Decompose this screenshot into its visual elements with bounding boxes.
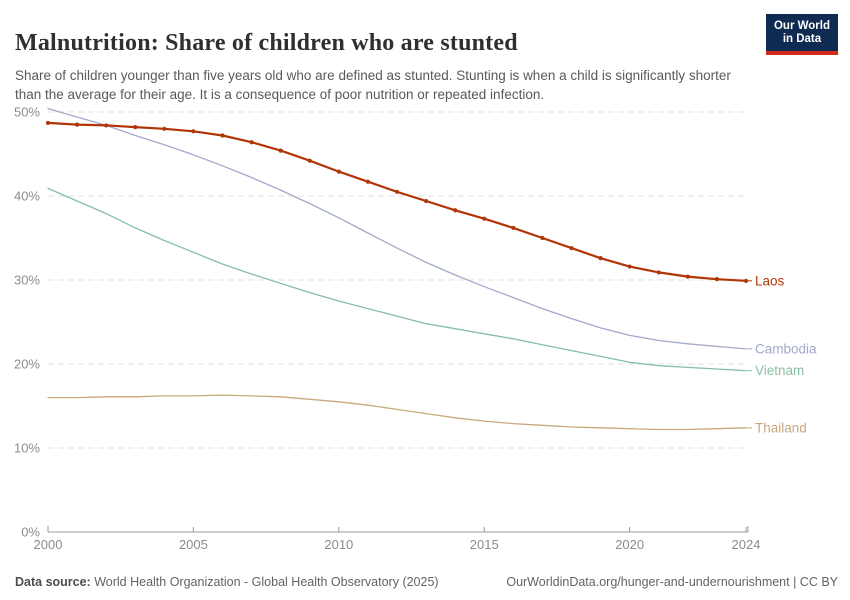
data-point-laos-2023 [714, 277, 720, 282]
x-tick-label-2020: 2020 [615, 537, 644, 552]
data-source-text: World Health Organization - Global Healt… [90, 575, 439, 589]
series-line-cambodia[interactable] [47, 107, 747, 350]
y-tick-label-0: 0% [21, 525, 40, 540]
owid-logo-line2: in Data [782, 33, 822, 45]
data-point-laos-2018 [569, 245, 574, 251]
series-label-thailand[interactable]: Thailand [755, 420, 807, 435]
data-point-laos-2005 [191, 129, 196, 134]
series-label-vietnam[interactable]: Vietnam [755, 363, 804, 378]
y-tick-label-10: 10% [14, 441, 40, 456]
chart-footer: Data source: World Health Organization -… [15, 575, 838, 589]
y-tick-label-50: 50% [14, 105, 40, 120]
data-point-laos-2008 [278, 148, 283, 153]
data-point-laos-2017 [540, 235, 545, 241]
data-point-laos-2013 [423, 198, 429, 204]
owid-logo[interactable]: Our World in Data [765, 14, 838, 55]
series-line-laos[interactable] [46, 121, 748, 282]
data-point-laos-2004 [162, 126, 167, 131]
series-line-thailand[interactable] [47, 394, 747, 431]
data-point-laos-2000 [45, 120, 51, 126]
data-point-laos-2001 [74, 122, 80, 127]
y-tick-label-20: 20% [14, 357, 40, 372]
data-point-laos-2016 [511, 225, 516, 231]
data-point-laos-2009 [307, 158, 312, 163]
data-point-laos-2015 [482, 216, 487, 221]
x-tick-label-2005: 2005 [179, 537, 208, 552]
chart-svg: 0% 10% 20% 30% 40% 50% 2000 2005 2010 2015 2020 202… [14, 105, 817, 553]
series-label-cambodia[interactable]: Cambodia [755, 341, 817, 356]
data-point-laos-2020 [627, 264, 632, 269]
data-point-laos-2002 [104, 123, 109, 128]
data-point-laos-2024 [743, 278, 749, 283]
data-source-label: Data source: [15, 575, 91, 589]
y-tick-label-30: 30% [14, 273, 40, 288]
x-tick-label-2015: 2015 [470, 537, 499, 552]
data-point-laos-2022 [685, 274, 690, 279]
chart-subtitle: Share of children younger than five year… [15, 67, 731, 102]
x-tick-label-2010: 2010 [324, 537, 353, 552]
data-point-laos-2010 [336, 169, 341, 174]
series-line-vietnam[interactable] [47, 187, 747, 372]
owid-url-license[interactable]: OurWorldinData.org/hunger-and-undernouri… [506, 575, 838, 589]
data-source-note: Data source: World Health Organization -… [15, 575, 439, 589]
chart-area: 0% 10% 20% 30% 40% 50% 2000 2005 2010 2015 2020 202… [0, 95, 850, 555]
data-point-laos-2014 [453, 208, 458, 213]
data-point-laos-2011 [365, 179, 371, 184]
data-point-laos-2007 [249, 140, 254, 145]
owid-logo-line1: Our World [773, 20, 830, 32]
x-tick-label-2000: 2000 [34, 537, 63, 552]
x-tick-label-2024: 2024 [732, 537, 761, 552]
data-point-laos-2006 [220, 133, 225, 138]
y-tick-label-40: 40% [14, 189, 40, 204]
data-point-laos-2003 [133, 125, 138, 130]
data-point-laos-2021 [656, 270, 661, 275]
data-point-laos-2019 [598, 256, 603, 261]
data-point-laos-2012 [394, 189, 400, 194]
series-label-laos[interactable]: Laos [755, 273, 785, 288]
page-title: Malnutrition: Share of children who are … [15, 30, 518, 57]
